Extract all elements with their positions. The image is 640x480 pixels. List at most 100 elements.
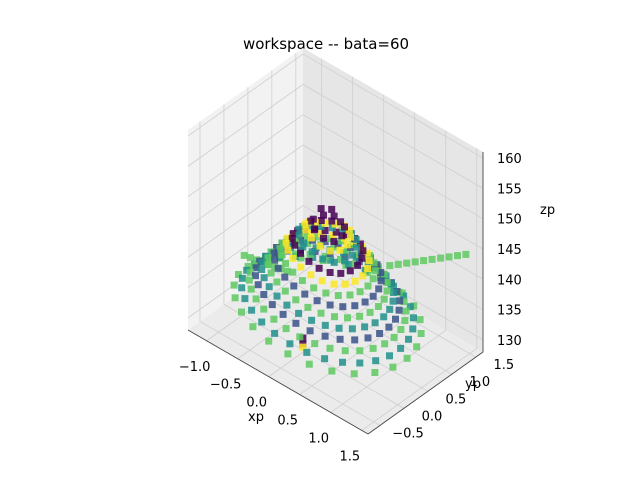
- data-point: [356, 288, 364, 296]
- y-axis-label: yp: [465, 377, 481, 392]
- data-point: [337, 256, 344, 263]
- data-point: [281, 287, 289, 295]
- data-point: [301, 290, 309, 298]
- data-point: [386, 352, 393, 360]
- tick-label: 1.5: [339, 449, 360, 464]
- tick-label: 130: [497, 334, 522, 349]
- data-point: [321, 332, 329, 340]
- data-point: [301, 233, 309, 241]
- data-point: [246, 254, 254, 262]
- data-point: [307, 234, 315, 242]
- data-point: [400, 292, 408, 300]
- data-point: [375, 285, 383, 293]
- data-point: [318, 277, 326, 285]
- data-point: [273, 278, 281, 286]
- data-point: [328, 205, 336, 213]
- data-point: [238, 284, 246, 292]
- data-point: [326, 247, 334, 255]
- data-point: [377, 277, 385, 285]
- data-point: [322, 289, 330, 297]
- data-point: [341, 347, 349, 355]
- data-point: [363, 249, 371, 257]
- pane-y: [303, 48, 483, 352]
- data-point: [304, 240, 312, 248]
- data-point: [334, 292, 342, 299]
- data-point: [260, 274, 268, 282]
- grid-z-side: [187, 53, 304, 137]
- data-point: [383, 279, 391, 286]
- data-point: [369, 344, 377, 352]
- data-point: [271, 256, 279, 264]
- data-point: [282, 239, 290, 247]
- data-point: [372, 357, 380, 365]
- data-point: [241, 295, 249, 303]
- tick-label: −0.5: [210, 378, 242, 393]
- data-point: [321, 321, 329, 329]
- grid-y-floor: [295, 252, 477, 358]
- data-point: [389, 363, 397, 371]
- data-point: [365, 257, 373, 265]
- data-point: [291, 250, 299, 258]
- data-point: [406, 303, 414, 311]
- data-point: [297, 254, 305, 262]
- tick-label: 160: [497, 152, 522, 167]
- data-point: [258, 258, 266, 266]
- data-point: [281, 273, 289, 281]
- data-point: [301, 220, 309, 228]
- tick-label: 1.0: [308, 431, 329, 446]
- data-point: [340, 249, 348, 257]
- data-point: [346, 291, 354, 299]
- data-point: [356, 312, 364, 320]
- data-point: [246, 268, 254, 276]
- data-point: [296, 333, 304, 341]
- data-point: [386, 262, 394, 270]
- data-point: [344, 314, 351, 322]
- data-point: [361, 323, 369, 331]
- data-point: [350, 370, 358, 378]
- data-point: [284, 234, 292, 242]
- data-point: [330, 237, 338, 245]
- data-point: [390, 289, 397, 296]
- data-point: [292, 296, 300, 304]
- data-point: [265, 337, 273, 345]
- data-point: [385, 323, 393, 331]
- tick-label: −0.5: [392, 426, 424, 441]
- data-point: [348, 325, 356, 333]
- data-point: [371, 267, 379, 275]
- grid-z-side: [187, 205, 304, 288]
- data-point: [252, 295, 260, 303]
- data-point: [264, 254, 272, 262]
- data-point: [359, 247, 367, 255]
- z-tick-labels: 130 135 140 145 150 155 160: [497, 152, 522, 349]
- tick-label: 0.5: [446, 392, 467, 407]
- grid-x-floor: [361, 348, 478, 431]
- data-point: [289, 268, 297, 276]
- data-point: [315, 264, 323, 272]
- data-point: [268, 301, 276, 309]
- data-point: [317, 217, 325, 224]
- data-point: [310, 284, 318, 292]
- data-point: [270, 249, 278, 257]
- data-point: [319, 255, 327, 263]
- data-point: [321, 227, 329, 234]
- data-point: [339, 303, 347, 311]
- y-tick-labels: −0.5 0.00.51.01.5: [392, 358, 514, 441]
- data-point: [392, 315, 399, 323]
- data-point: [264, 261, 272, 269]
- grid-z-side: [187, 144, 304, 228]
- data-point: [305, 257, 313, 265]
- data-point: [356, 359, 364, 367]
- data-point: [335, 324, 343, 332]
- data-point: [290, 282, 298, 290]
- data-point: [337, 218, 345, 226]
- data-point: [341, 253, 349, 261]
- data-point: [305, 360, 313, 368]
- data-point: [308, 248, 316, 256]
- data-point: [403, 354, 411, 362]
- data-point: [245, 276, 253, 284]
- data-point: [364, 265, 372, 272]
- data-point: [316, 242, 324, 250]
- data-point: [354, 261, 362, 269]
- data-point: [369, 292, 377, 300]
